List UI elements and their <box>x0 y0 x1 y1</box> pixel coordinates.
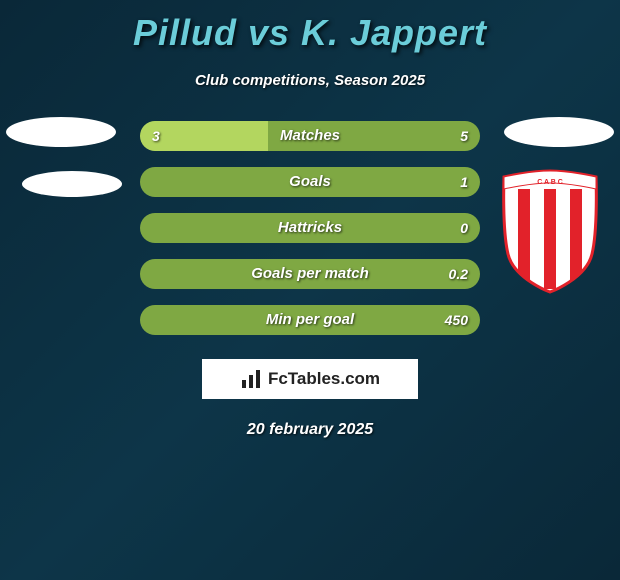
bar-chart-icon <box>240 368 262 390</box>
date-label: 20 february 2025 <box>0 421 620 439</box>
stat-label: Min per goal <box>140 305 480 335</box>
subtitle: Club competitions, Season 2025 <box>0 72 620 89</box>
placeholder-ellipse <box>22 171 122 197</box>
placeholder-ellipse <box>6 117 116 147</box>
stat-row: Goals per match0.2 <box>140 259 480 289</box>
comparison-card: Pillud vs K. Jappert Club competitions, … <box>0 0 620 439</box>
stat-value-right: 0 <box>460 213 468 243</box>
club-logo-icon: C A B C <box>500 169 600 294</box>
stat-row: Goals1 <box>140 167 480 197</box>
svg-text:C A B C: C A B C <box>537 179 563 186</box>
stats-area: C A B C 3Matches5 Goals1 Hattricks0 Goals p… <box>0 121 620 335</box>
stat-label: Goals <box>140 167 480 197</box>
stat-label: Goals per match <box>140 259 480 289</box>
stat-label: Matches <box>140 121 480 151</box>
stat-value-right: 450 <box>445 305 468 335</box>
stat-row: 3Matches5 <box>140 121 480 151</box>
placeholder-ellipse <box>504 117 614 147</box>
stat-label: Hattricks <box>140 213 480 243</box>
stat-row: Min per goal450 <box>140 305 480 335</box>
page-title: Pillud vs K. Jappert <box>0 0 620 54</box>
stat-row: Hattricks0 <box>140 213 480 243</box>
stat-bars: 3Matches5 Goals1 Hattricks0 Goals per match… <box>140 121 480 335</box>
stat-value-right: 5 <box>460 121 468 151</box>
brand-label: FcTables.com <box>268 369 380 389</box>
stat-value-right: 1 <box>460 167 468 197</box>
brand-box[interactable]: FcTables.com <box>202 359 418 399</box>
stat-value-right: 0.2 <box>449 259 468 289</box>
